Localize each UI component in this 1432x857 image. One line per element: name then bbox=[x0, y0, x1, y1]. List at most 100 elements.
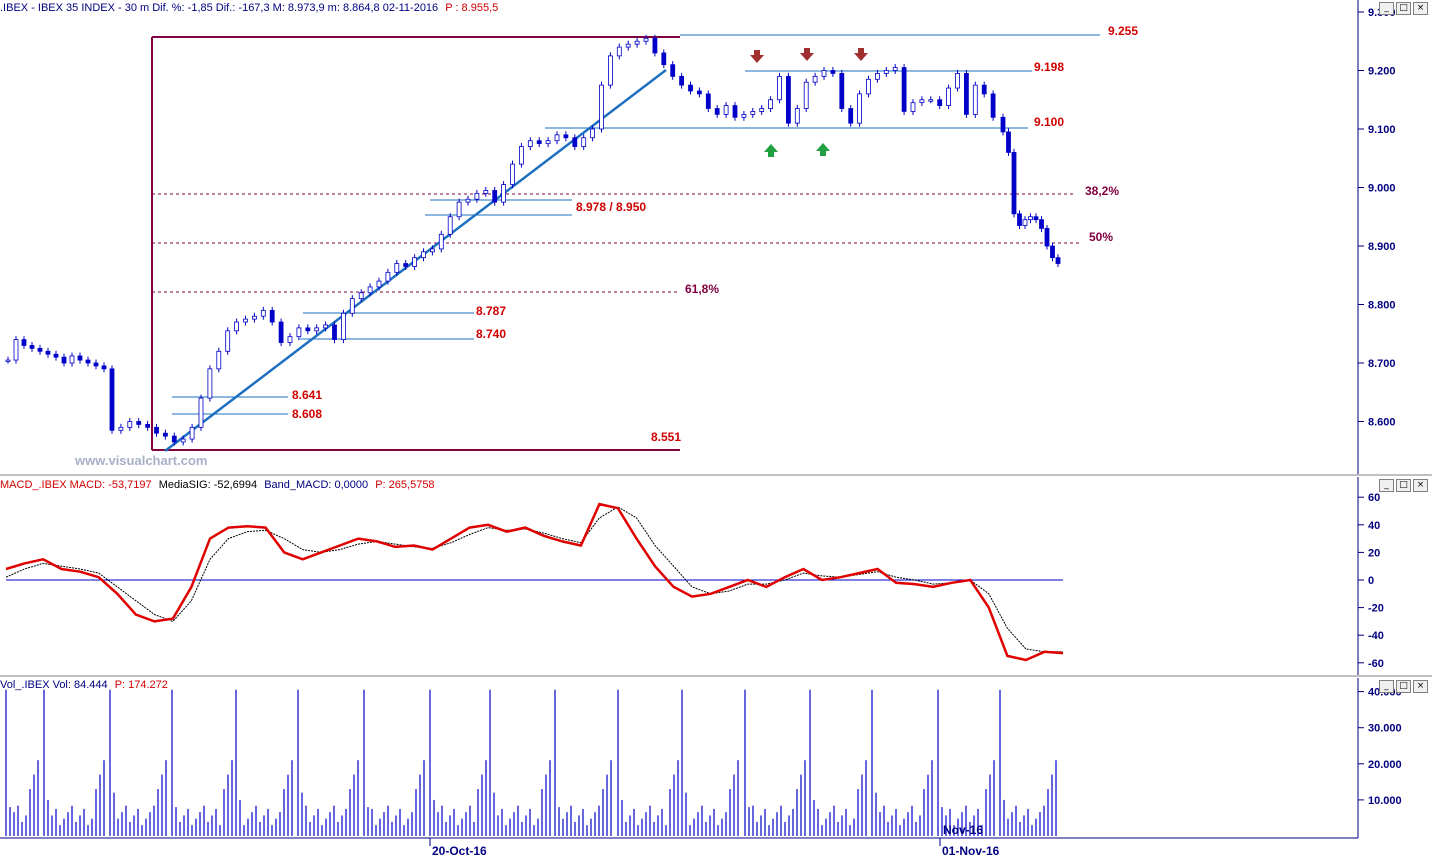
candle-body bbox=[768, 99, 773, 109]
price-tick-label: 9.100 bbox=[1368, 124, 1396, 136]
macd-y-ticks: 60 40 20 0 -20 -40 -60 bbox=[1358, 492, 1384, 670]
candle-body bbox=[1055, 257, 1061, 264]
candle-body bbox=[1011, 151, 1017, 215]
price-header-last: P : 8.955,5 bbox=[445, 2, 499, 14]
close-icon[interactable]: × bbox=[1413, 680, 1428, 693]
candle-body bbox=[225, 330, 231, 352]
candle-body bbox=[109, 368, 115, 431]
minimize-icon[interactable]: _ bbox=[1379, 2, 1394, 15]
candle-body bbox=[1044, 228, 1050, 247]
candle-body bbox=[581, 137, 587, 147]
candle-body bbox=[892, 67, 898, 71]
candle-body bbox=[786, 75, 791, 124]
candle-body bbox=[145, 424, 151, 428]
candle-body bbox=[875, 73, 880, 80]
candle-body bbox=[367, 286, 373, 294]
candle-body bbox=[243, 318, 248, 323]
candle-body bbox=[643, 37, 649, 42]
candle-body bbox=[1000, 116, 1006, 133]
candle-body bbox=[634, 40, 640, 45]
candle-body bbox=[794, 108, 800, 124]
macd-tick-label: 60 bbox=[1368, 492, 1380, 504]
candle-body bbox=[136, 421, 142, 425]
candle-body bbox=[563, 134, 569, 139]
candle-body bbox=[323, 324, 329, 329]
macd-tick-label: 0 bbox=[1368, 575, 1374, 587]
candle-body bbox=[332, 324, 337, 341]
maximize-icon[interactable]: □ bbox=[1396, 2, 1411, 15]
candle-body bbox=[385, 271, 391, 282]
price-panel-bg bbox=[0, 0, 1432, 474]
candle-body bbox=[919, 99, 925, 104]
candle-body bbox=[198, 397, 204, 428]
maximize-icon[interactable]: □ bbox=[1396, 680, 1411, 693]
candle-body bbox=[189, 426, 195, 440]
candle-body bbox=[287, 336, 293, 343]
candle-body bbox=[777, 75, 782, 101]
candle-body bbox=[705, 93, 711, 109]
macd-header-signal: MediaSIG: -52,6994 bbox=[158, 479, 258, 491]
candle-body bbox=[492, 190, 498, 203]
price-tick-label: 9.200 bbox=[1368, 66, 1396, 78]
price-tick-label: 8.900 bbox=[1368, 241, 1396, 253]
volume-tick-label: 30.000 bbox=[1368, 723, 1402, 735]
candle-body bbox=[207, 368, 213, 399]
macd-tick-label: -20 bbox=[1368, 603, 1384, 615]
minimize-icon[interactable]: _ bbox=[1379, 479, 1394, 492]
candle-body bbox=[527, 140, 533, 147]
candle-body bbox=[652, 37, 658, 54]
close-icon[interactable]: × bbox=[1413, 479, 1428, 492]
candle-body bbox=[946, 87, 951, 107]
x-label-nov16: Nov-16 bbox=[943, 823, 983, 837]
candle-body bbox=[305, 327, 311, 332]
candle-body bbox=[732, 105, 738, 118]
candle-body bbox=[5, 359, 11, 362]
candle-body bbox=[901, 67, 907, 112]
candle-body bbox=[510, 163, 515, 185]
candle-body bbox=[162, 432, 168, 437]
price-window-controls: _ □ × bbox=[1379, 2, 1428, 15]
candle-body bbox=[340, 312, 346, 340]
candle-body bbox=[670, 64, 676, 77]
candle-body bbox=[883, 70, 889, 74]
candle-body bbox=[688, 84, 693, 92]
level-8740-label: 8.740 bbox=[476, 327, 506, 341]
candle-body bbox=[118, 426, 124, 431]
candle-body bbox=[830, 70, 836, 74]
candle-body bbox=[608, 55, 613, 86]
close-icon[interactable]: × bbox=[1413, 2, 1428, 15]
level-9198-label: 9.198 bbox=[1034, 60, 1064, 74]
level-8978-label: 8.978 / 8.950 bbox=[576, 200, 646, 214]
maximize-icon[interactable]: □ bbox=[1396, 479, 1411, 492]
candle-body bbox=[803, 81, 809, 109]
volume-bars bbox=[5, 689, 1057, 836]
candle-body bbox=[85, 359, 91, 364]
candle-body bbox=[447, 216, 453, 235]
candle-body bbox=[412, 257, 418, 267]
candle-body bbox=[314, 327, 320, 332]
candle-body bbox=[1050, 245, 1055, 259]
level-8608-label: 8.608 bbox=[292, 407, 322, 421]
candle-body bbox=[93, 362, 99, 367]
candle-body bbox=[1039, 219, 1044, 229]
arrow-markers bbox=[750, 48, 868, 157]
candle-body bbox=[679, 75, 684, 86]
minimize-icon[interactable]: _ bbox=[1379, 680, 1394, 693]
candle-body bbox=[536, 140, 542, 145]
candle-body bbox=[45, 350, 51, 355]
candle-body bbox=[349, 298, 355, 314]
candle-body bbox=[403, 263, 409, 267]
candle-body bbox=[69, 355, 75, 364]
candle-body bbox=[456, 201, 462, 218]
macd-tick-label: 20 bbox=[1368, 547, 1380, 559]
fib-618-label: 61,8% bbox=[685, 282, 719, 296]
volume-header-label: Vol_.IBEX Vol: 84.444 bbox=[0, 679, 108, 691]
macd-tick-label: -40 bbox=[1368, 630, 1384, 642]
candle-body bbox=[216, 350, 222, 370]
candle-body bbox=[848, 108, 854, 124]
candle-body bbox=[77, 355, 83, 361]
level-9100-label: 9.100 bbox=[1034, 115, 1064, 129]
candle-body bbox=[465, 198, 471, 203]
